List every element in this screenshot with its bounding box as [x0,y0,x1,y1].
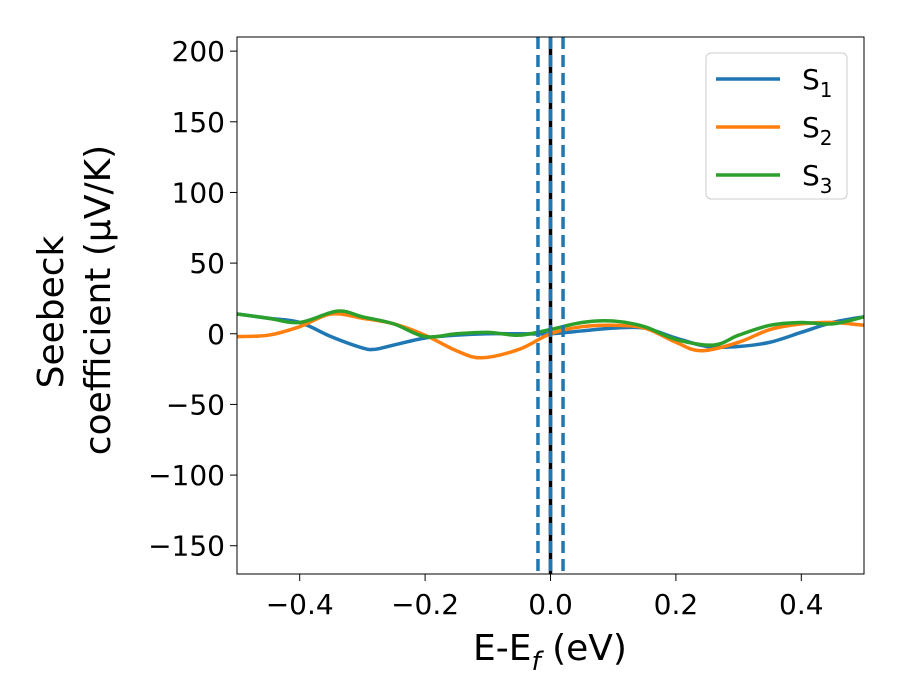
x-tick-label: −0.2 [391,588,459,621]
y-tick-label: 150 [172,106,225,139]
y-tick-label: −50 [166,388,225,421]
x-tick-label: −0.4 [266,588,334,621]
legend-label-s1: S1 [802,63,833,102]
legend-label-s3: S3 [802,159,833,198]
y-axis-title-line2: coefficient (μV/K) [78,145,119,455]
y-tick-label: −100 [148,459,225,492]
y-tick-label: 200 [172,35,225,68]
y-tick-label: 100 [172,176,225,209]
legend: S1 S2 S3 [705,52,848,200]
y-tick-label: 0 [207,318,225,351]
x-tick-label: 0.4 [779,588,824,621]
y-axis: −150 −100 −50 0 50 100 150 200 [148,35,237,563]
y-axis-title: Seebeck coefficient (μV/K) [31,145,119,455]
legend-label-s2: S2 [802,111,833,150]
plot-area [237,37,864,574]
y-tick-label: −150 [148,530,225,563]
x-axis: −0.4 −0.2 0.0 0.2 0.4 [266,574,824,621]
x-axis-title: E-Ef (eV) [473,628,627,677]
x-tick-label: 0.2 [654,588,699,621]
y-axis-title-line1: Seebeck [31,235,72,388]
y-tick-label: 50 [189,247,225,280]
x-tick-label: 0.0 [528,588,573,621]
